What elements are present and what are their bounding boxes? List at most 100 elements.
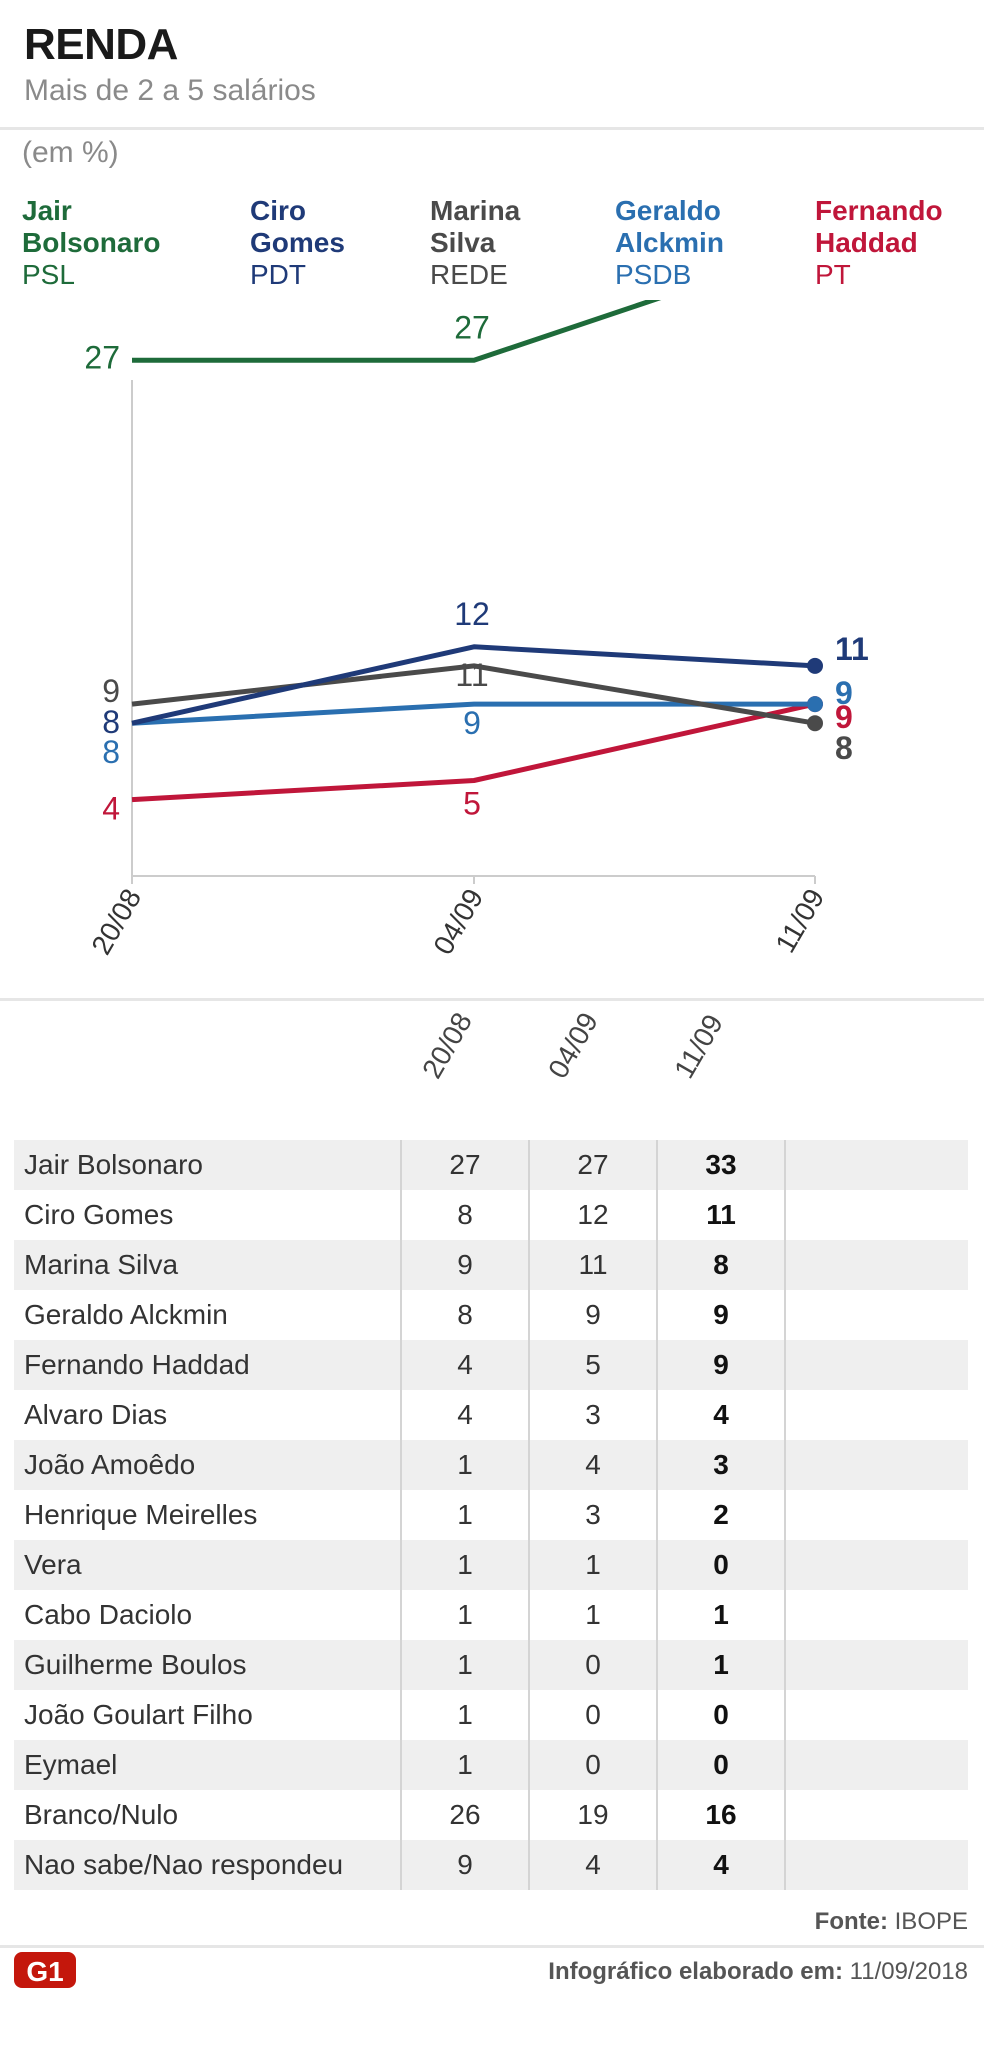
table-row: Nao sabe/Nao respondeu 9 4 4 <box>14 1840 968 1890</box>
value-cell: 27 <box>400 1140 529 1190</box>
row-filler <box>784 1490 968 1540</box>
value-cell: 1 <box>400 1440 529 1490</box>
candidate-name-cell: Nao sabe/Nao respondeu <box>14 1840 401 1890</box>
value-cell: 0 <box>528 1690 657 1740</box>
candidate-name-cell: João Goulart Filho <box>24 1699 253 1730</box>
value-cell: 8 <box>400 1190 529 1240</box>
series-line <box>131 644 816 726</box>
chart-subtitle: Mais de 2 a 5 salários <box>24 74 316 107</box>
logo-text: G1 <box>26 1956 63 1987</box>
table-row: Vera 1 1 0 <box>14 1540 968 1590</box>
table-row: Eymael 1 0 0 <box>14 1740 968 1790</box>
value-cell: 0 <box>656 1690 785 1740</box>
value-cell: 9 <box>656 1290 785 1340</box>
legend-party: PSDB <box>615 259 692 290</box>
candidate-name-cell: Geraldo Alckmin <box>24 1299 228 1330</box>
x-tick-label: 11/09 <box>769 884 830 958</box>
candidate-name-cell: João Amoêdo <box>14 1440 401 1490</box>
row-filler <box>784 1290 968 1340</box>
candidate-name-cell: Cabo Daciolo <box>24 1599 193 1630</box>
legend-candidate-name: Jair <box>22 195 72 226</box>
value-cell: 1 <box>400 1590 529 1640</box>
row-filler <box>784 1190 968 1240</box>
legend-candidate-name: Alckmin <box>615 227 724 258</box>
table-row: João Goulart Filho 1 0 0 <box>14 1690 968 1740</box>
value-cell: 1 <box>400 1540 529 1590</box>
table-row: Geraldo Alckmin 8 9 9 <box>14 1290 968 1340</box>
value-cell: 11 <box>656 1190 785 1240</box>
value-cell: 3 <box>656 1440 785 1490</box>
row-filler <box>784 1790 968 1840</box>
value-cell: 9 <box>400 1240 529 1290</box>
series-end-marker <box>807 696 823 713</box>
value-cell: 16 <box>656 1790 785 1840</box>
table-column-header: 04/09 <box>542 1007 605 1084</box>
candidate-name-cell: Eymael <box>14 1740 401 1790</box>
value-cell: 0 <box>528 1640 657 1690</box>
value-cell: 1 <box>400 1640 529 1690</box>
data-label-end: 8 <box>835 730 853 766</box>
table-row: Guilherme Boulos 1 0 1 <box>14 1640 968 1690</box>
x-tick-label: 20/08 <box>85 884 147 960</box>
row-filler <box>784 1640 968 1690</box>
value-cell: 4 <box>400 1390 529 1440</box>
table-row: Henrique Meirelles 1 3 2 <box>14 1490 968 1540</box>
footer-note-date: 11/09/2018 <box>849 1958 968 1985</box>
legend-candidate-name: Marina <box>430 195 521 226</box>
value-cell: 1 <box>400 1490 529 1540</box>
table-row: Marina Silva 9 11 8 <box>14 1240 968 1290</box>
table-row: João Amoêdo 1 4 3 <box>14 1440 968 1490</box>
row-filler <box>784 1840 968 1890</box>
candidate-name-cell: Alvaro Dias <box>24 1399 168 1430</box>
row-filler <box>784 1590 968 1640</box>
table-row: Cabo Daciolo 1 1 1 <box>14 1590 968 1640</box>
data-label-start: 4 <box>102 791 120 827</box>
value-cell: 11 <box>528 1240 657 1290</box>
row-filler <box>784 1340 968 1390</box>
value-cell: 9 <box>400 1840 529 1890</box>
divider-bottom <box>0 1945 984 1948</box>
value-cell: 8 <box>400 1290 529 1340</box>
legend-item: Geraldo Alckmin PSDB <box>615 195 805 291</box>
legend-item: Marina Silva REDE <box>430 195 620 291</box>
footer-note: Infográfico elaborado em: 11/09/2018 <box>548 1958 968 1986</box>
value-cell: 3 <box>528 1490 657 1540</box>
candidate-name-cell: Vera <box>14 1540 401 1590</box>
data-label-end: 9 <box>835 675 853 711</box>
data-label-mid: 12 <box>454 596 490 632</box>
results-table: Jair Bolsonaro 27 27 33 Ciro Gomes 8 12 11 Marin… <box>14 1140 968 1890</box>
candidate-name-cell: Jair Bolsonaro <box>14 1140 401 1190</box>
table-row: Branco/Nulo 26 19 16 <box>14 1790 968 1840</box>
legend-item: Fernando Haddad PT <box>815 195 984 291</box>
value-cell: 0 <box>656 1740 785 1790</box>
row-filler <box>784 1240 968 1290</box>
row-filler <box>784 1390 968 1440</box>
chart-title: RENDA <box>24 20 178 69</box>
value-cell: 0 <box>528 1740 657 1790</box>
value-cell: 4 <box>656 1390 785 1440</box>
value-cell: 1 <box>528 1590 657 1640</box>
row-filler <box>784 1740 968 1790</box>
source-value: IBOPE <box>894 1908 968 1935</box>
series-line <box>131 663 816 726</box>
series-line <box>132 300 662 363</box>
value-cell: 26 <box>400 1790 529 1840</box>
legend-candidate-name: Haddad <box>815 227 918 258</box>
value-cell: 4 <box>528 1840 657 1890</box>
footer-note-label: Infográfico elaborado em: <box>548 1958 843 1985</box>
table-row: Alvaro Dias 4 3 4 <box>14 1390 968 1440</box>
value-cell: 1 <box>656 1590 785 1640</box>
data-label-mid: 11 <box>455 657 488 693</box>
value-cell: 9 <box>528 1290 657 1340</box>
value-cell: 4 <box>528 1440 657 1490</box>
g1-logo: G1 <box>14 1952 76 1988</box>
legend-candidate-name: Fernando <box>815 195 943 226</box>
legend-candidate-name: Bolsonaro <box>22 227 161 258</box>
data-label-start: 8 <box>102 734 120 770</box>
legend-candidate-name: Silva <box>430 227 496 258</box>
data-label-mid: 27 <box>454 309 490 345</box>
value-cell: 1 <box>400 1740 529 1790</box>
row-filler <box>784 1440 968 1490</box>
legend-candidate-name: Geraldo <box>615 195 721 226</box>
